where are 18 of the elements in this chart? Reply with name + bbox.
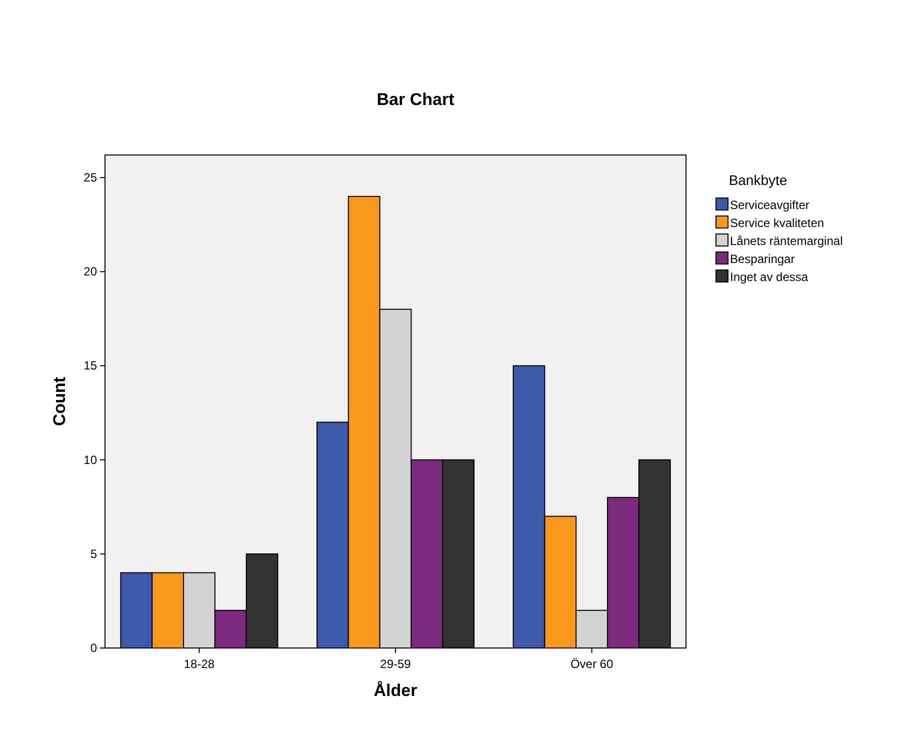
legend-label: Lånets räntemarginal	[730, 234, 843, 248]
y-tick-label: 0	[90, 641, 98, 655]
legend-title: Bankbyte	[728, 172, 788, 188]
x-axis-title: Ålder	[374, 681, 418, 700]
chart-title: Bar Chart	[376, 90, 455, 109]
legend-label: Inget av dessa	[730, 270, 808, 284]
legend-label: Service kvaliteten	[730, 216, 824, 230]
legend-label: Besparingar	[730, 252, 795, 266]
x-tick-label: Över 60	[570, 657, 614, 671]
y-tick-label: 15	[84, 358, 98, 373]
y-tick-label: 20	[84, 264, 98, 279]
y-tick-label: 25	[84, 170, 98, 185]
y-axis-title: Count	[50, 376, 69, 426]
y-tick-label: 10	[84, 452, 98, 467]
legend-label: Serviceavgifter	[730, 198, 810, 212]
x-tick-label: 18-28	[184, 657, 215, 671]
y-tick-label: 5	[90, 546, 98, 561]
x-tick-label: 29-59	[380, 657, 412, 671]
